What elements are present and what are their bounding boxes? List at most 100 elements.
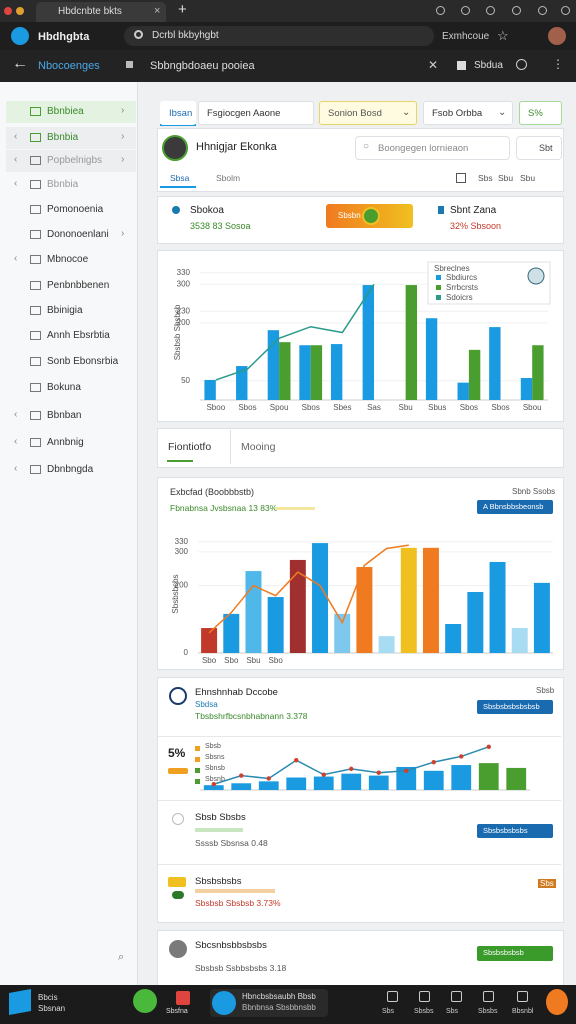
task-app-icon[interactable] bbox=[133, 989, 157, 1013]
window-control[interactable] bbox=[486, 6, 495, 15]
window-control[interactable] bbox=[461, 6, 470, 15]
legend-label: Sbdiurcs bbox=[446, 273, 477, 282]
task-app-label[interactable]: Sbsfna bbox=[166, 1008, 188, 1015]
tray-badge[interactable] bbox=[546, 989, 568, 1015]
kpi-button-label: Sbsbn bbox=[338, 211, 361, 220]
panel-detail: Tbsbshrfbcsnbhabnann 3.378 bbox=[195, 711, 308, 721]
tray-label[interactable]: Sbsbs bbox=[414, 1008, 434, 1015]
close-icon[interactable]: ✕ bbox=[428, 58, 439, 72]
sidebar-icon bbox=[30, 383, 41, 392]
url-icon bbox=[134, 30, 143, 39]
sidebar-item[interactable]: Bbnbia bbox=[47, 132, 79, 143]
section-tab[interactable]: Mooing bbox=[241, 441, 276, 453]
search-box[interactable]: Boongegen lornieaon ○ bbox=[355, 136, 510, 160]
sidebar-item[interactable]: Penbnbbenen bbox=[47, 280, 110, 291]
sidebar-item[interactable]: Popbelnigbs bbox=[47, 155, 103, 166]
tray-label[interactable]: Sbs bbox=[382, 1008, 395, 1015]
legend-label: Srrbcrsts bbox=[446, 283, 478, 292]
sidebar-item[interactable]: Bbnban bbox=[47, 410, 82, 421]
kpi-button[interactable]: Sbsbn bbox=[326, 204, 413, 228]
star-icon[interactable]: ☆ bbox=[497, 28, 509, 43]
profile-tab[interactable]: Sbolm bbox=[216, 173, 241, 183]
y-tick-label: 230 bbox=[177, 306, 191, 315]
panel-subtitle: Fbnabnsa Jvsbsnaa 13 83% bbox=[170, 503, 278, 513]
sidebar-item[interactable]: Bbnbia bbox=[47, 179, 79, 190]
profile-tool[interactable]: Sbu bbox=[520, 173, 536, 183]
bar bbox=[489, 561, 506, 653]
bar bbox=[425, 318, 438, 400]
new-tab[interactable]: + bbox=[178, 1, 187, 18]
sidebar-item[interactable]: Sonb Ebonsrbia bbox=[47, 356, 119, 367]
profile-name[interactable]: Exmhcoue bbox=[442, 31, 490, 42]
menu-icon[interactable]: ⋮ bbox=[552, 57, 564, 71]
window-control[interactable] bbox=[436, 6, 445, 15]
panel-button[interactable]: Sbsbsbsbsbsbsb bbox=[477, 700, 553, 714]
window-control[interactable] bbox=[561, 6, 570, 15]
tray-label[interactable]: Bbsnbl bbox=[512, 1008, 534, 1015]
tab-title: Hbdcnbte bkts bbox=[58, 6, 122, 17]
badge-label: S% bbox=[528, 108, 543, 119]
search-button[interactable]: Sbt bbox=[516, 136, 562, 160]
item-button[interactable]: Sbsbsbsbsb bbox=[477, 946, 553, 961]
sidebar-item[interactable]: Pomonoenia bbox=[47, 204, 104, 215]
item-icon bbox=[172, 813, 184, 825]
sidebar-icon bbox=[30, 357, 41, 366]
sidebar-item[interactable]: Dononoenlani bbox=[47, 229, 109, 240]
address-bar[interactable]: Dcrbl bkbyhgbt bbox=[124, 26, 434, 46]
tray-label[interactable]: Sbs bbox=[446, 1008, 459, 1015]
section-tab[interactable]: Fiontiotfo bbox=[168, 441, 212, 453]
sidebar-item[interactable]: Mbnocoe bbox=[47, 254, 89, 265]
item-button-label: Sbsbsbsbsb bbox=[483, 948, 524, 957]
sidebar-item[interactable]: Dbnbngda bbox=[47, 464, 94, 475]
bar bbox=[368, 775, 389, 790]
x-tick-label: Sbos bbox=[491, 403, 509, 412]
profile-tool-icon[interactable] bbox=[456, 173, 466, 183]
profile-tool[interactable]: Sbu bbox=[498, 173, 514, 183]
legend-icon bbox=[527, 267, 545, 285]
panel-button[interactable]: A Bbnsbbsbeonsb bbox=[477, 500, 553, 514]
sidebar-item[interactable]: Annbnig bbox=[47, 437, 84, 448]
avatar[interactable] bbox=[548, 27, 566, 45]
sidebar-footer-icon[interactable]: ⌕ bbox=[118, 951, 125, 963]
app-icon[interactable] bbox=[11, 27, 29, 45]
header-action[interactable]: Sbdua bbox=[474, 60, 503, 71]
window-control[interactable] bbox=[538, 6, 547, 15]
sidebar-item[interactable]: Bokuna bbox=[47, 382, 81, 393]
breadcrumb[interactable]: Sbbngbdoaeu pooiea bbox=[150, 60, 255, 72]
sidebar-item[interactable]: Bbinigia bbox=[47, 305, 83, 316]
task-app[interactable]: Hbncbsbsaubh Bbsb Bbnbnsa Sbsbbnsbb bbox=[210, 989, 328, 1017]
tray-icon[interactable] bbox=[483, 991, 494, 1002]
tab-close: × bbox=[154, 5, 161, 17]
sidebar-item[interactable]: Bbnbiea bbox=[47, 106, 84, 117]
bar bbox=[289, 559, 306, 653]
start-label[interactable]: Bbcis Sbsnan bbox=[38, 993, 66, 1013]
chevron: › bbox=[121, 105, 125, 116]
window-button[interactable] bbox=[16, 7, 24, 15]
window-control[interactable] bbox=[512, 6, 521, 15]
task-app-icon[interactable] bbox=[176, 991, 190, 1005]
tray-icon[interactable] bbox=[419, 991, 430, 1002]
view-select[interactable]: Fsgiocgen Aaone bbox=[198, 101, 314, 125]
legend-swatch bbox=[195, 768, 200, 773]
tray-icon[interactable] bbox=[517, 991, 528, 1002]
badge[interactable]: S% bbox=[519, 101, 562, 125]
item-button[interactable]: Sbsbsbsbsbs bbox=[477, 824, 553, 838]
period-select[interactable]: Sonion Bosd ⌄ bbox=[319, 101, 417, 125]
header-title[interactable]: Nbocoenges bbox=[38, 60, 100, 72]
refresh-icon[interactable] bbox=[516, 59, 527, 70]
sidebar-item[interactable]: Annh Ebsrbtia bbox=[47, 330, 110, 341]
profile-tool[interactable]: Sbs bbox=[478, 173, 493, 183]
app-name[interactable]: Hbdhgbta bbox=[38, 31, 90, 43]
tray-label[interactable]: Sbsbs bbox=[478, 1008, 498, 1015]
profile-tab[interactable]: Sbsa bbox=[170, 173, 190, 183]
back-button[interactable]: ← bbox=[12, 55, 28, 72]
bar bbox=[201, 628, 218, 653]
browser-tab[interactable]: Hbdcnbte bkts × bbox=[36, 2, 166, 22]
sidebar-highlight bbox=[6, 127, 136, 149]
filter-tab[interactable]: Ibsan bbox=[160, 101, 196, 125]
window-button[interactable] bbox=[4, 7, 12, 15]
range-select[interactable]: Fsob Orbba ⌄ bbox=[423, 101, 513, 125]
tray-icon[interactable] bbox=[387, 991, 398, 1002]
y-tick-label: 200 bbox=[177, 318, 191, 327]
tray-icon[interactable] bbox=[451, 991, 462, 1002]
